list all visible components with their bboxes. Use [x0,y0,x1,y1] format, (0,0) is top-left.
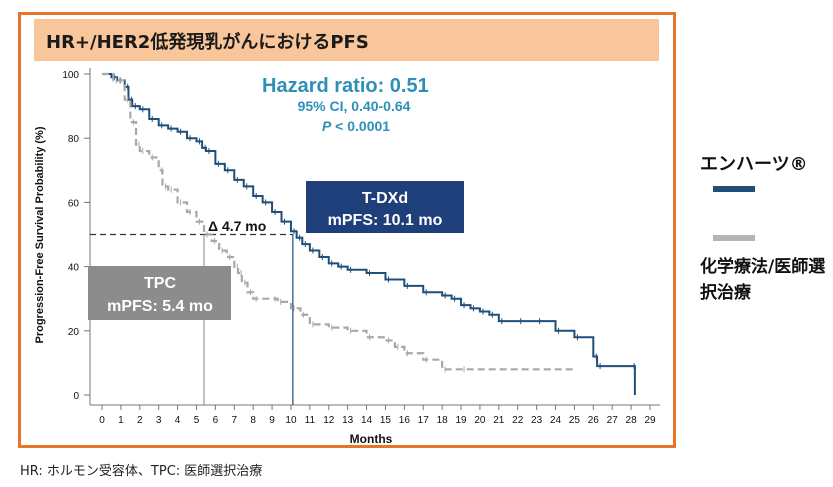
x-tick-label: 11 [305,415,316,426]
x-tick-label: 17 [418,415,430,426]
y-tick-label: 40 [68,263,80,274]
legend-tpc-swatch [713,235,755,241]
legend-tdxd-label: エンハーツ® [700,154,808,175]
x-tick-label: 23 [531,415,543,426]
x-tick-label: 16 [399,415,411,426]
delta-annotation: Δ 4.7 mo [208,218,266,234]
x-tick-label: 1 [118,415,124,426]
hazard-ratio-value: : 0.51 [378,75,429,97]
x-tick-label: 15 [380,415,392,426]
x-tick-label: 6 [213,415,219,426]
x-tick-label: 28 [626,415,638,426]
tpc-median-box [88,266,231,320]
y-tick-label: 100 [62,70,79,81]
legend-tpc-label: 化学療法/医師選択治療 [700,257,826,303]
survival-curves [102,72,636,395]
tdxd-curve [102,73,636,395]
x-tick-label: 18 [437,415,449,426]
p-value: P < 0.0001 [322,118,390,134]
y-axis-label: Progression-Free Survival Probability (%… [34,126,46,343]
x-tick-label: 14 [361,415,373,426]
x-tick-label: 8 [250,415,256,426]
x-axis-label: Months [350,432,393,446]
tpc-box-median: mPFS: 5.4 mo [107,298,213,315]
x-tick-label: 9 [269,415,275,426]
y-tick-label: 60 [68,198,80,209]
x-tick-label: 26 [588,415,600,426]
x-tick-label: 25 [569,415,581,426]
confidence-interval: 95% CI, 0.40-0.64 [298,98,411,114]
x-tick-label: 12 [323,415,335,426]
p-value-label: P [322,118,332,134]
x-tick-label: 20 [474,415,486,426]
x-tick-label: 7 [231,415,237,426]
x-tick-label: 13 [342,415,354,426]
tdxd-box-median: mPFS: 10.1 mo [328,212,443,229]
hazard-ratio-label: Hazard ratio [262,75,378,97]
chart-title: HR+/HER2低発現乳がんにおけるPFS [46,32,369,53]
tdxd-median-box [306,181,464,233]
footnote: HR: ホルモン受容体、TPC: 医師選択治療 [20,464,263,479]
x-tick-label: 5 [194,415,200,426]
hazard-ratio: Hazard ratio: 0.51 [262,75,429,97]
x-tick-label: 22 [512,415,524,426]
x-tick-label: 2 [137,415,143,426]
legend-tdxd-swatch [713,186,755,192]
x-tick-label: 19 [455,415,467,426]
x-tick-label: 27 [607,415,619,426]
tpc-curve [102,72,575,371]
x-tick-label: 24 [550,415,562,426]
title-bar: HR+/HER2低発現乳がんにおけるPFS [34,19,659,61]
tdxd-box-title: T-DXd [362,190,408,207]
x-tick-label: 3 [156,415,162,426]
x-tick-label: 0 [99,415,105,426]
x-tick-label: 4 [175,415,181,426]
x-tick-label: 21 [493,415,505,426]
y-tick-label: 0 [73,391,79,402]
tpc-box-title: TPC [144,275,176,292]
y-tick-label: 20 [68,327,80,338]
p-value-number: < 0.0001 [331,118,390,134]
x-tick-label: 29 [644,415,656,426]
y-tick-label: 80 [68,134,80,145]
x-tick-label: 10 [285,415,297,426]
